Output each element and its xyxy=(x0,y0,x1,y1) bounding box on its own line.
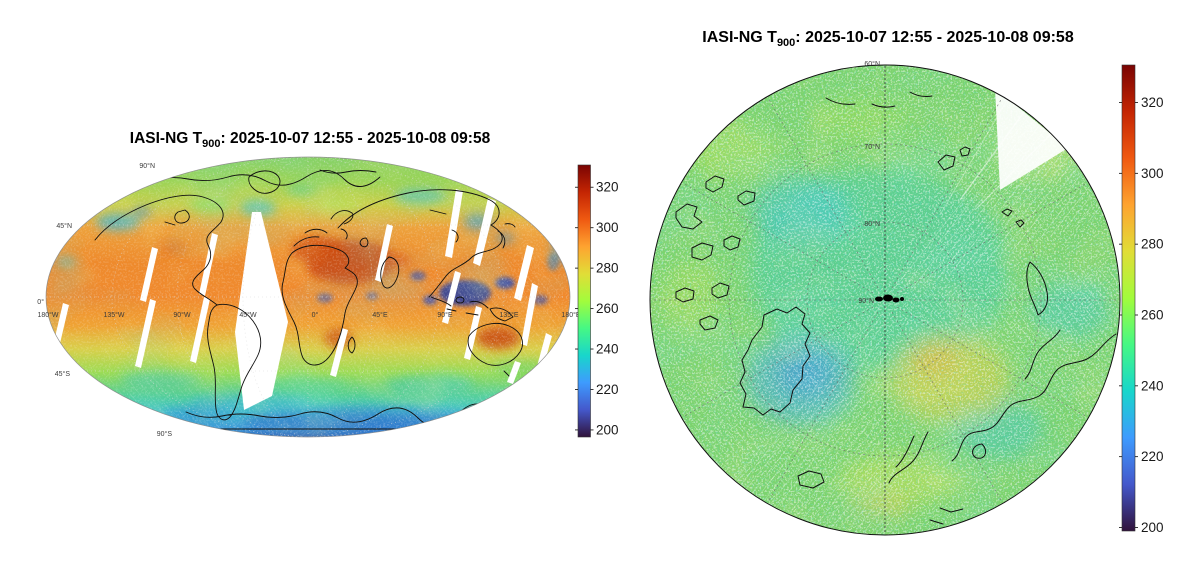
pole-marker xyxy=(875,294,904,303)
lon-label-180e: 180°E xyxy=(561,311,580,319)
polar-map-title: IASI-NG T900: 2025-10-07 12:55 - 2025-10… xyxy=(666,29,1110,49)
polar-lat-label-70n: 70°N xyxy=(864,143,880,151)
colorbar-tick-label: 320 xyxy=(596,180,619,195)
colorbar-tick-label: 240 xyxy=(596,342,619,357)
lon-label-45e: 45°E xyxy=(372,311,388,319)
swath-gaps xyxy=(52,189,552,410)
polar-lat-label-90n: 90°N xyxy=(858,297,874,305)
global-graticule xyxy=(46,157,570,437)
title-subscript: 900 xyxy=(776,37,796,49)
lon-label-90w: 90°W xyxy=(173,311,191,319)
polar-coastlines xyxy=(675,91,1117,525)
colorbar-tick-label: 300 xyxy=(1141,166,1164,181)
colorbar-tick-label: 200 xyxy=(596,422,619,437)
colorbar-tick-label: 260 xyxy=(596,301,619,316)
lon-label-180w: 180°W xyxy=(37,311,58,319)
global-map-outline xyxy=(45,156,571,438)
global-coastlines xyxy=(94,169,549,431)
global-map: 90°N 45°N 0° 45°S 90°S 180°W 135°W 90°W … xyxy=(37,156,581,438)
global-colorbar: 320 300 280 260 240 220 200 xyxy=(575,164,619,437)
global-map-title: IASI-NG T900: 2025-10-07 12:55 - 2025-10… xyxy=(88,130,532,150)
title-suffix: : 2025-10-07 12:55 - 2025-10-08 09:58 xyxy=(220,130,491,147)
colorbar-tick-label: 240 xyxy=(1141,378,1164,393)
colorbar-tick-label: 220 xyxy=(596,382,619,397)
colorbar-tick-label: 260 xyxy=(1141,307,1164,322)
title-prefix: IASI-NG T xyxy=(702,29,777,46)
colorbar-tick-label: 220 xyxy=(1141,449,1164,464)
colorbar-tick-label: 280 xyxy=(596,261,619,276)
lon-label-0: 0° xyxy=(312,311,319,319)
polar-colorbar: 320 300 280 260 240 220 200 xyxy=(1119,64,1164,535)
lat-label-0: 0° xyxy=(37,298,44,306)
title-suffix: : 2025-10-07 12:55 - 2025-10-08 09:58 xyxy=(795,29,1074,46)
lat-label-90s: 90°S xyxy=(157,430,173,438)
colorbar-tick-label: 280 xyxy=(1141,237,1164,252)
polar-lat-label-80n: 80°N xyxy=(864,220,880,228)
lon-label-90e: 90°E xyxy=(437,311,453,319)
lon-label-135e: 135°E xyxy=(499,311,518,319)
polar-lat-label-60n: 60°N xyxy=(864,60,880,68)
colorbar-tick-label: 300 xyxy=(596,220,619,235)
lon-label-135w: 135°W xyxy=(103,311,124,319)
lat-label-45n: 45°N xyxy=(56,222,72,230)
lat-label-45s: 45°S xyxy=(55,370,71,378)
title-subscript: 900 xyxy=(202,138,221,150)
colorbar-tick-label: 200 xyxy=(1141,520,1164,535)
polar-map: 60°N 70°N 80°N 90°N xyxy=(649,60,1121,536)
colorbar-tick-label: 320 xyxy=(1141,95,1164,110)
lon-label-45w: 45°W xyxy=(239,311,257,319)
polar-map-outline xyxy=(649,64,1121,536)
lat-label-90n: 90°N xyxy=(139,162,155,170)
title-prefix: IASI-NG T xyxy=(129,130,203,147)
